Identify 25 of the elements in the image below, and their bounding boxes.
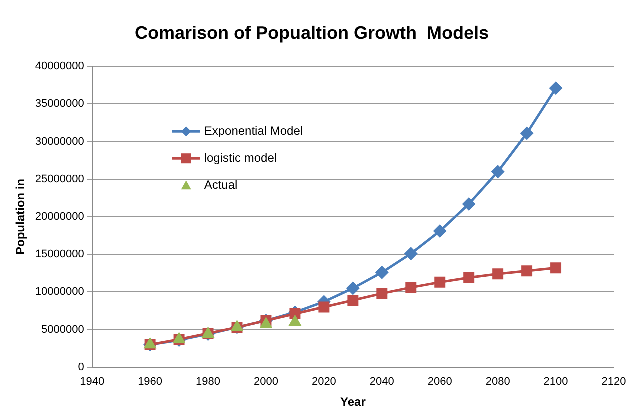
x-tick-label: 2060	[428, 376, 452, 388]
y-tick-label: 5000000	[42, 324, 84, 336]
y-tick-label: 30000000	[35, 136, 84, 148]
y-tick-label: 15000000	[35, 248, 84, 261]
x-tick-label: 2040	[370, 376, 394, 388]
x-tick-label: 1980	[196, 376, 221, 388]
x-tick-label: 2020	[312, 376, 336, 388]
legend-label: Actual	[204, 178, 238, 192]
y-tick-label: 25000000	[35, 173, 84, 186]
y-tick-label: 20000000	[35, 211, 84, 224]
chart-title: Comarison of Popualtion Growth Models	[135, 22, 489, 43]
x-tick-label: 2100	[544, 376, 568, 388]
x-tick-label: 2080	[486, 376, 510, 388]
legend-label: logistic model	[204, 150, 278, 165]
legend-label: Exponential Model	[204, 124, 304, 138]
y-tick-label: 35000000	[35, 98, 84, 110]
y-tick-label: 10000000	[35, 286, 84, 298]
y-tick-label: 0	[78, 361, 84, 374]
x-tick-label: 1960	[138, 376, 163, 388]
y-tick-label: 40000000	[35, 60, 84, 73]
x-axis-title: Year	[340, 395, 366, 410]
x-tick-label: 2120	[602, 376, 626, 388]
x-tick-label: 1940	[80, 376, 105, 388]
x-tick-label: 2000	[254, 376, 278, 388]
y-axis-title: Population in	[14, 179, 28, 255]
